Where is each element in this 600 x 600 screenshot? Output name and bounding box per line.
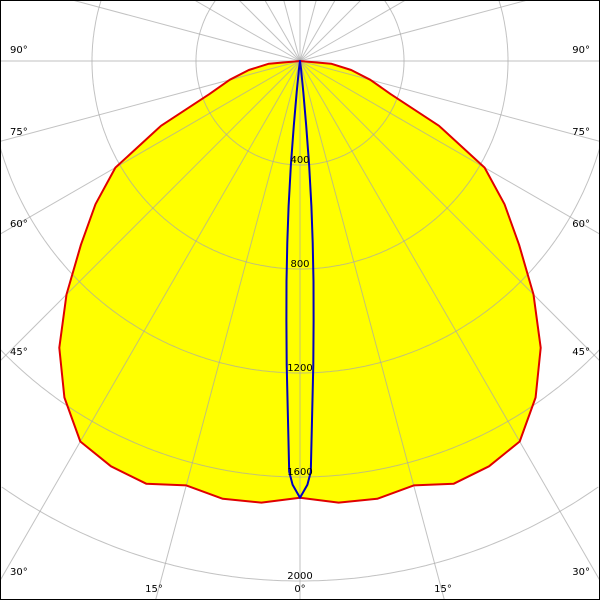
grid-radial bbox=[299, 0, 317, 62]
series-1-curve bbox=[285, 60, 315, 499]
grid-radial bbox=[155, 60, 301, 600]
angle-tick-label-right: 90° bbox=[572, 45, 590, 56]
grid-ring bbox=[1, 486, 599, 582]
radial-tick-label: 400 bbox=[290, 155, 309, 166]
grid-ring bbox=[0, 349, 600, 478]
grid-radial bbox=[299, 0, 362, 62]
grid-radial bbox=[299, 60, 600, 362]
grid-radial bbox=[72, 0, 301, 62]
grid-ring bbox=[195, 0, 405, 166]
grid-radial bbox=[299, 60, 445, 600]
grid-radial bbox=[194, 0, 301, 62]
angle-tick-label-bottom: 15° bbox=[434, 584, 452, 595]
radial-tick-label: 1600 bbox=[287, 467, 312, 478]
radial-tick-label: 800 bbox=[290, 259, 309, 270]
angle-tick-label-right: 60° bbox=[572, 219, 590, 230]
angle-tick-label-left: 75° bbox=[10, 127, 28, 138]
angle-tick-label-left: 60° bbox=[10, 219, 28, 230]
grid-radial bbox=[299, 0, 336, 62]
grid-radial bbox=[0, 60, 301, 362]
angle-tick-label-right: 75° bbox=[572, 127, 590, 138]
grid-radial bbox=[283, 0, 301, 62]
angle-tick-label-left: 30° bbox=[10, 567, 28, 578]
grid-ring bbox=[0, 146, 600, 374]
angle-tick-label-right: 30° bbox=[572, 567, 590, 578]
grid-radial bbox=[238, 0, 301, 62]
grid-radial bbox=[299, 0, 528, 62]
grid-radial bbox=[299, 60, 600, 581]
angle-tick-label-left: 90° bbox=[10, 45, 28, 56]
grid-ring bbox=[91, 0, 509, 270]
grid-radial bbox=[299, 60, 600, 235]
grid-radial bbox=[299, 60, 600, 142]
angle-tick-label-bottom: 0° bbox=[294, 584, 305, 595]
grid-radial bbox=[0, 60, 301, 581]
angle-tick-label-bottom: 15° bbox=[145, 584, 163, 595]
grid-radial bbox=[299, 0, 406, 62]
grid-radial bbox=[0, 60, 301, 142]
angle-tick-label-right: 45° bbox=[572, 347, 590, 358]
grid-radial bbox=[264, 0, 301, 62]
grid-radial bbox=[0, 60, 301, 235]
radial-tick-label: 2000 bbox=[287, 571, 312, 582]
angle-tick-label-left: 45° bbox=[10, 347, 28, 358]
radial-tick-label: 1200 bbox=[287, 363, 312, 374]
